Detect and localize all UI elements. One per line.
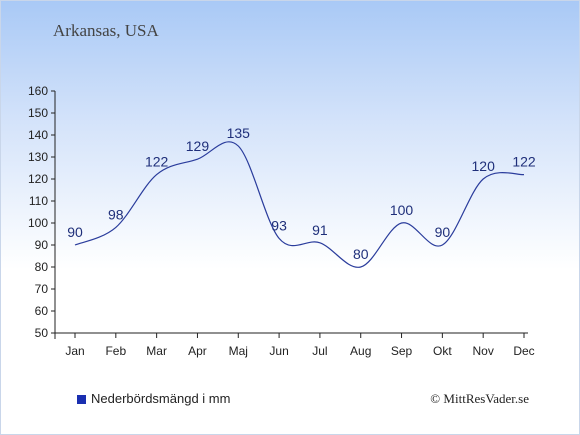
y-tick-label: 60 [35, 304, 49, 318]
x-tick-label: Jan [65, 344, 84, 358]
legend-label: Nederbördsmängd i mm [91, 391, 231, 406]
x-tick-label: Mar [146, 344, 167, 358]
data-label: 90 [67, 224, 83, 240]
y-tick-label: 80 [35, 260, 49, 274]
y-tick-label: 150 [28, 106, 48, 120]
data-label: 98 [108, 206, 124, 222]
series-line [74, 141, 525, 268]
x-tick-label: Nov [473, 344, 494, 358]
data-label: 93 [271, 217, 287, 233]
data-label: 122 [145, 154, 169, 170]
x-tick-label: Sep [391, 344, 413, 358]
data-label: 120 [472, 158, 496, 174]
y-tick-label: 50 [35, 326, 49, 340]
y-tick-label: 70 [35, 282, 49, 296]
y-tick-label: 110 [29, 194, 48, 208]
y-tick-label: 90 [35, 238, 49, 252]
data-label: 129 [186, 138, 210, 154]
x-tick-label: Aug [350, 344, 371, 358]
x-tick-label: Apr [188, 344, 207, 358]
x-tick-label: Feb [105, 344, 126, 358]
y-tick-label: 120 [28, 172, 48, 186]
x-tick-label: Dec [513, 344, 534, 358]
x-tick-label: Jul [312, 344, 327, 358]
data-label: 122 [512, 154, 536, 170]
data-label: 100 [390, 202, 414, 218]
x-tick-label: Jun [269, 344, 288, 358]
y-tick-label: 130 [28, 150, 48, 164]
y-tick-label: 100 [28, 216, 48, 230]
x-tick-label: Maj [229, 344, 248, 358]
legend-swatch [77, 395, 86, 404]
y-tick-label: 160 [28, 84, 48, 98]
data-label: 91 [312, 222, 328, 238]
x-tick-label: Okt [433, 344, 452, 358]
data-label: 80 [353, 246, 369, 262]
data-label: 90 [435, 224, 451, 240]
copyright-credit: © MittResVader.se [430, 391, 529, 406]
chart-title: Arkansas, USA [53, 21, 159, 40]
data-label: 135 [227, 125, 251, 141]
y-tick-label: 140 [28, 128, 48, 142]
legend: Nederbördsmängd i mm [77, 391, 230, 406]
